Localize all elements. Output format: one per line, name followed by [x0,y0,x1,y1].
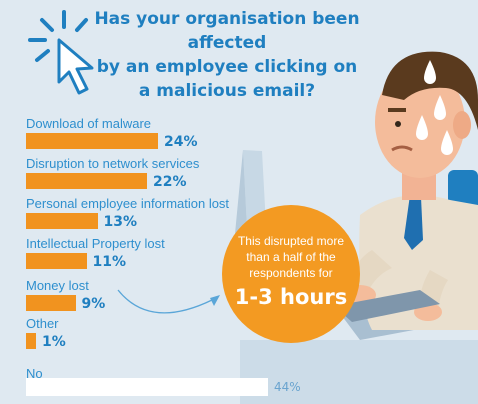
callout-line: This disrupted more [237,234,345,248]
mouse-click-icon [28,10,94,95]
callout-highlight: 1-3 hours [234,285,348,309]
bar-label: Intellectual Property lost [26,236,165,251]
bar-value-label: 13% [103,214,138,230]
bar-label: Download of malware [26,116,152,131]
bar-value-label: 9% [81,296,106,312]
callout-text: This disrupted more than a half of the r… [236,233,346,281]
bar-value-label: 11% [92,254,127,270]
callout-line: than a half of the [246,250,336,264]
bar [26,173,147,189]
bar-value-label: 1% [42,334,66,350]
bar-label: Personal employee information lost [26,196,230,211]
bar-label: Money lost [26,278,89,293]
title-line: a malicious email? [138,81,316,101]
bar-label: No [26,366,43,381]
bar-value-label: 22% [153,174,187,190]
title-line: by an employee clicking on [96,57,358,77]
callout-arrow [117,289,213,314]
title-line: Has your organisation been affected [94,9,360,53]
bar [26,333,36,349]
stressed-worker-illustration [334,51,478,330]
bar-label: Other [26,316,59,331]
bar [26,295,76,311]
bar [26,133,158,149]
bar-value-label: 44% [274,380,301,394]
bar [26,253,87,269]
bar [26,213,98,229]
callout-arrow-head [210,295,220,306]
callout-circle: This disrupted more than a half of the r… [222,205,360,343]
bar [26,378,268,396]
callout-line: respondents for [249,266,333,280]
bar-value-label: 24% [164,134,198,150]
chart-title: Has your organisation been affected by a… [92,7,362,103]
bar-label: Disruption to network services [26,156,200,171]
